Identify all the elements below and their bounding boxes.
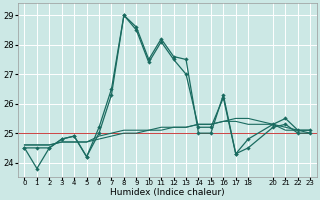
X-axis label: Humidex (Indice chaleur): Humidex (Indice chaleur) bbox=[110, 188, 225, 197]
